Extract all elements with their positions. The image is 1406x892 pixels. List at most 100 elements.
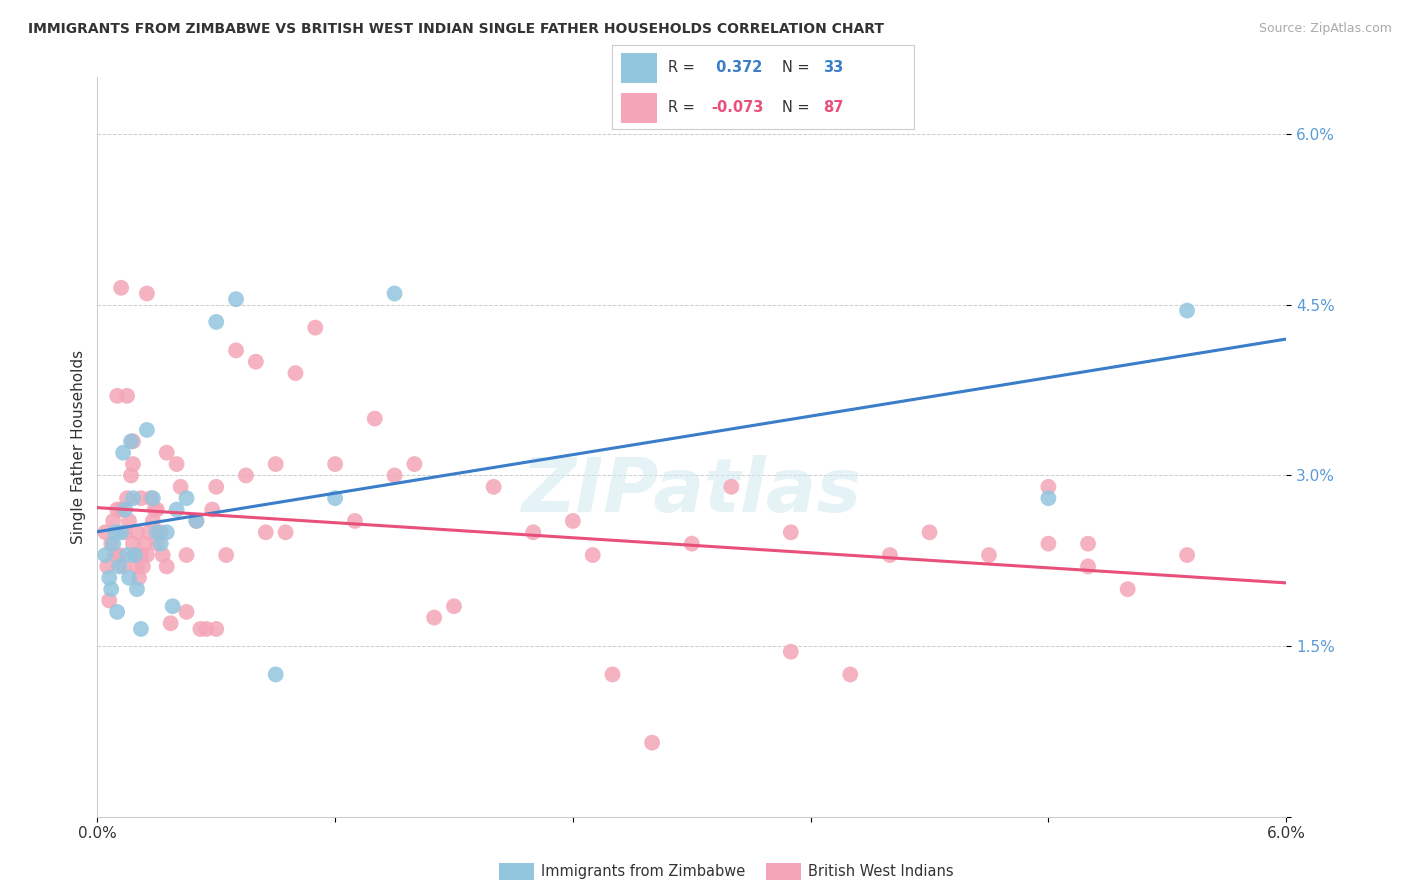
Point bbox=[274, 525, 297, 540]
Point bbox=[146, 502, 169, 516]
Point bbox=[186, 514, 208, 528]
Point bbox=[169, 480, 191, 494]
Point bbox=[641, 736, 664, 750]
Point bbox=[284, 366, 307, 380]
Point bbox=[98, 593, 121, 607]
Text: British West Indians: British West Indians bbox=[808, 864, 955, 879]
Text: Source: ZipAtlas.com: Source: ZipAtlas.com bbox=[1258, 22, 1392, 36]
Y-axis label: Single Father Households: Single Father Households bbox=[72, 350, 86, 544]
Point bbox=[159, 616, 181, 631]
Point bbox=[423, 610, 446, 624]
Text: 0.372: 0.372 bbox=[711, 61, 762, 76]
Point bbox=[146, 537, 169, 551]
Text: N =: N = bbox=[782, 100, 814, 115]
Point bbox=[138, 525, 160, 540]
Point bbox=[134, 537, 156, 551]
Point bbox=[156, 559, 179, 574]
Point bbox=[135, 423, 157, 437]
Point bbox=[105, 605, 128, 619]
Point bbox=[94, 525, 117, 540]
Point bbox=[779, 525, 801, 540]
Point bbox=[384, 286, 406, 301]
Point bbox=[135, 548, 157, 562]
Point bbox=[124, 548, 146, 562]
Point bbox=[918, 525, 941, 540]
Point bbox=[215, 548, 238, 562]
Point bbox=[879, 548, 901, 562]
Point bbox=[166, 457, 188, 471]
Point bbox=[110, 525, 132, 540]
Point bbox=[186, 514, 208, 528]
Text: ZIPatlas: ZIPatlas bbox=[522, 455, 862, 528]
Point bbox=[264, 457, 287, 471]
Point bbox=[142, 491, 165, 506]
Point bbox=[104, 525, 127, 540]
Point bbox=[1038, 491, 1060, 506]
Point bbox=[720, 480, 742, 494]
Text: Immigrants from Zimbabwe: Immigrants from Zimbabwe bbox=[541, 864, 745, 879]
Point bbox=[201, 502, 224, 516]
Text: N =: N = bbox=[782, 61, 814, 76]
Point bbox=[1077, 537, 1099, 551]
Point bbox=[112, 446, 135, 460]
Point bbox=[125, 582, 148, 596]
Point bbox=[132, 559, 155, 574]
Point bbox=[190, 622, 212, 636]
Point bbox=[264, 667, 287, 681]
Text: 33: 33 bbox=[824, 61, 844, 76]
Point bbox=[100, 582, 122, 596]
Point bbox=[125, 525, 148, 540]
Point bbox=[839, 667, 862, 681]
Point bbox=[122, 434, 145, 449]
Point bbox=[105, 389, 128, 403]
Point bbox=[129, 622, 152, 636]
Point bbox=[149, 525, 172, 540]
Point bbox=[129, 491, 152, 506]
Point bbox=[152, 548, 174, 562]
Bar bbox=[620, 93, 657, 122]
Point bbox=[482, 480, 505, 494]
Point bbox=[323, 457, 346, 471]
Point bbox=[96, 559, 118, 574]
Point bbox=[162, 599, 184, 614]
Point bbox=[225, 292, 247, 306]
Point bbox=[149, 537, 172, 551]
Point bbox=[1038, 537, 1060, 551]
Point bbox=[1175, 548, 1198, 562]
Point bbox=[156, 525, 179, 540]
Point bbox=[582, 548, 605, 562]
Point bbox=[323, 491, 346, 506]
Point bbox=[115, 548, 138, 562]
Point bbox=[205, 480, 228, 494]
Point bbox=[146, 525, 169, 540]
Point bbox=[205, 622, 228, 636]
Point bbox=[118, 514, 141, 528]
Point bbox=[114, 502, 136, 516]
Point bbox=[110, 502, 132, 516]
Point bbox=[1175, 303, 1198, 318]
Point bbox=[118, 571, 141, 585]
Point bbox=[522, 525, 544, 540]
Point bbox=[104, 548, 127, 562]
Point bbox=[115, 389, 138, 403]
Point bbox=[100, 537, 122, 551]
Point bbox=[254, 525, 277, 540]
Point bbox=[110, 281, 132, 295]
Text: R =: R = bbox=[668, 100, 699, 115]
Point bbox=[235, 468, 257, 483]
Point bbox=[225, 343, 247, 358]
Point bbox=[561, 514, 583, 528]
Point bbox=[120, 468, 142, 483]
Point bbox=[176, 548, 198, 562]
Point bbox=[195, 622, 218, 636]
Point bbox=[114, 525, 136, 540]
Point bbox=[176, 491, 198, 506]
Point bbox=[125, 559, 148, 574]
Point bbox=[124, 548, 146, 562]
Text: -0.073: -0.073 bbox=[711, 100, 763, 115]
Point bbox=[129, 548, 152, 562]
Point bbox=[1077, 559, 1099, 574]
Point bbox=[94, 548, 117, 562]
Point bbox=[108, 548, 131, 562]
Point bbox=[120, 434, 142, 449]
